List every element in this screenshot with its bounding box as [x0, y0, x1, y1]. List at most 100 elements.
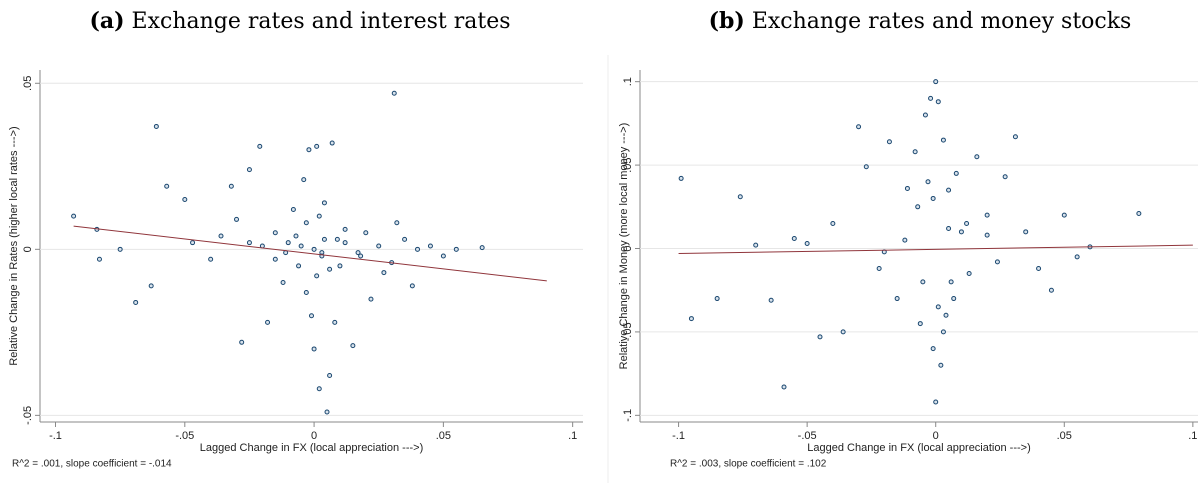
x-tick-label: -.05: [175, 430, 194, 442]
point: [753, 242, 759, 248]
point: [311, 246, 317, 252]
point: [309, 313, 314, 319]
point: [409, 283, 415, 289]
point: [327, 266, 333, 272]
point: [964, 220, 970, 226]
point: [257, 143, 263, 149]
x-tick-label: -.1: [672, 430, 685, 442]
point: [190, 240, 196, 246]
point: [1023, 229, 1029, 235]
point: [935, 99, 941, 105]
y-axis-label: Relative Change in Rates (higher local r…: [8, 126, 20, 365]
x-tick-label: -.05: [798, 430, 817, 442]
y-tick-label: -.05: [622, 322, 634, 341]
point: [96, 256, 102, 262]
point: [355, 250, 361, 256]
point: [1061, 212, 1067, 218]
point: [817, 334, 823, 340]
point: [363, 230, 369, 236]
point: [133, 299, 139, 305]
point: [327, 373, 333, 379]
point: [1002, 174, 1008, 180]
point: [239, 339, 245, 345]
point: [948, 279, 954, 285]
y-tick-label: .05: [622, 157, 634, 172]
point: [415, 246, 421, 252]
point: [440, 253, 446, 259]
point: [943, 312, 949, 318]
x-tick-label: .1: [568, 430, 577, 442]
point: [368, 296, 374, 302]
point: [902, 237, 908, 243]
point: [930, 195, 936, 201]
point: [321, 236, 327, 242]
fit-line: [73, 225, 547, 282]
point: [285, 240, 291, 246]
x-axis-label: Lagged Change in FX (local appreciation …: [807, 442, 1031, 454]
point: [804, 240, 810, 246]
point: [930, 346, 936, 352]
point: [840, 329, 846, 335]
point: [886, 139, 892, 145]
point: [951, 296, 957, 302]
point: [922, 112, 928, 118]
point: [714, 296, 720, 302]
point: [876, 266, 882, 272]
point: [994, 259, 1000, 265]
point: [938, 362, 944, 368]
point: [946, 187, 952, 193]
y-tick-label: -.05: [22, 406, 34, 425]
point: [332, 319, 338, 325]
panel-title-text: Exchange rates and interest rates: [125, 9, 511, 34]
point: [953, 170, 959, 176]
point: [329, 140, 335, 146]
point: [272, 230, 278, 236]
point: [246, 167, 252, 173]
point: [316, 213, 322, 219]
point: [894, 296, 900, 302]
point: [358, 253, 364, 259]
point: [479, 245, 485, 251]
point: [1012, 134, 1018, 140]
point: [228, 183, 234, 189]
point: [265, 319, 271, 325]
panel-label: (b): [709, 8, 745, 34]
point: [303, 289, 309, 295]
point: [928, 95, 934, 101]
point: [350, 343, 356, 349]
y-tick-label: .05: [22, 76, 34, 91]
x-tick-label: .1: [1188, 430, 1197, 442]
point: [1074, 254, 1080, 260]
point: [940, 137, 946, 143]
point: [314, 143, 320, 149]
point: [306, 147, 312, 153]
point: [935, 304, 941, 310]
point: [234, 216, 240, 222]
point: [303, 220, 309, 226]
point: [394, 220, 400, 226]
panel-title: (a) Exchange rates and interest rates: [89, 8, 510, 34]
point: [933, 399, 939, 405]
point: [912, 149, 918, 155]
point: [984, 232, 990, 238]
x-tick-label: 0: [311, 430, 317, 442]
point: [737, 194, 743, 200]
point: [298, 243, 304, 249]
point: [984, 212, 990, 218]
point: [246, 240, 252, 246]
point: [342, 226, 348, 232]
y-axis-label: Relative Change in Money (more local mon…: [618, 123, 630, 370]
fit-line: [678, 244, 1193, 255]
x-tick-label: -.1: [49, 430, 62, 442]
point: [904, 185, 910, 191]
point: [311, 346, 317, 352]
point: [381, 270, 387, 276]
point: [933, 79, 939, 85]
point: [316, 386, 322, 392]
y-tick-label: 0: [22, 246, 34, 252]
point: [688, 316, 694, 322]
point: [915, 204, 921, 210]
point: [334, 236, 340, 242]
y-tick-label: 0: [622, 245, 634, 251]
